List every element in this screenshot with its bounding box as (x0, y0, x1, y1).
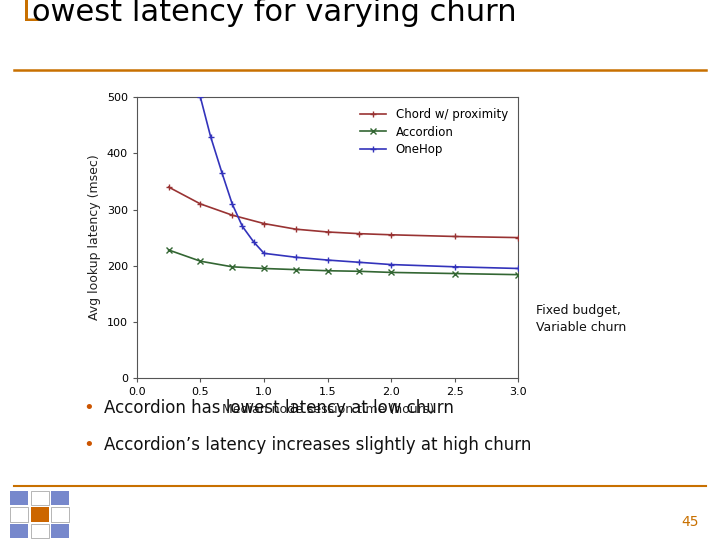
FancyBboxPatch shape (30, 491, 49, 505)
Y-axis label: Avg lookup latency (msec): Avg lookup latency (msec) (88, 155, 101, 320)
Text: Fixed budget,
Variable churn: Fixed budget, Variable churn (536, 303, 626, 334)
Text: Accordion’s latency increases slightly at high churn: Accordion’s latency increases slightly a… (104, 436, 532, 455)
X-axis label: Median node session time (hours): Median node session time (hours) (222, 403, 433, 416)
FancyBboxPatch shape (10, 507, 28, 522)
Text: owest latency for varying churn: owest latency for varying churn (32, 0, 517, 27)
Text: Accordion has lowest latency at low churn: Accordion has lowest latency at low chur… (104, 399, 454, 417)
Legend: Chord w/ proximity, Accordion, OneHop: Chord w/ proximity, Accordion, OneHop (356, 103, 513, 161)
FancyBboxPatch shape (30, 507, 49, 522)
Text: •: • (83, 436, 94, 455)
FancyBboxPatch shape (30, 524, 49, 538)
FancyBboxPatch shape (51, 524, 69, 538)
FancyBboxPatch shape (10, 524, 28, 538)
Text: •: • (83, 399, 94, 417)
FancyBboxPatch shape (51, 491, 69, 505)
FancyBboxPatch shape (10, 491, 28, 505)
Text: L: L (22, 0, 39, 27)
Text: 45: 45 (681, 515, 698, 529)
FancyBboxPatch shape (51, 507, 69, 522)
